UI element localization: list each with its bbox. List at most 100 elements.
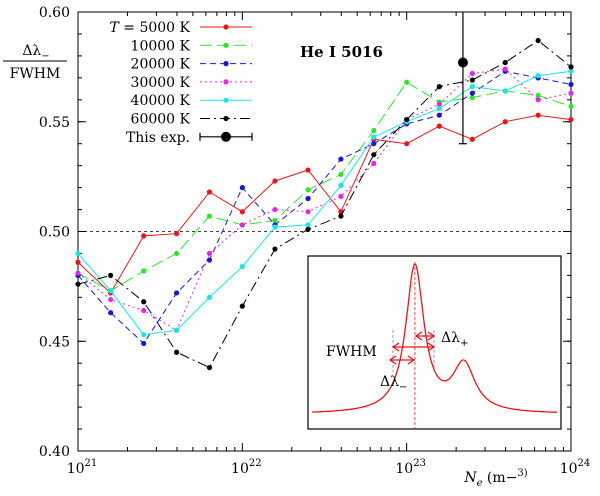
chart-annotation: He I 5016 <box>300 43 383 61</box>
inset-dl-plus-arrow-head-right <box>427 331 436 341</box>
y-tick-label: 0.40 <box>39 444 70 460</box>
y-tick-label: 0.45 <box>39 334 70 350</box>
series-point-1 <box>404 79 410 85</box>
x-tick-label: 1024 <box>560 458 591 477</box>
series-point-0 <box>469 136 475 142</box>
series-point-5 <box>404 116 410 123</box>
series-point-3 <box>239 222 245 228</box>
series-point-4 <box>436 105 442 112</box>
legend-marker-4 <box>223 97 229 103</box>
series-point-5 <box>305 226 311 232</box>
series-point-1 <box>272 217 278 224</box>
series-point-3 <box>141 307 147 314</box>
series-point-5 <box>141 299 147 305</box>
legend-marker-0 <box>223 24 229 30</box>
series-point-2 <box>371 141 377 147</box>
series-point-0 <box>173 231 180 237</box>
series-point-5 <box>502 59 508 66</box>
inset-frame <box>307 255 562 430</box>
legend-label-5: 60000 K <box>131 112 191 128</box>
y-axis-label-denominator: FWHM <box>10 66 61 82</box>
series-point-3 <box>338 193 344 199</box>
series-point-5 <box>371 152 377 158</box>
series-point-1 <box>305 187 311 193</box>
series-point-4 <box>502 88 508 94</box>
series-point-0 <box>75 259 81 265</box>
series-point-1 <box>535 92 541 99</box>
series-point-2 <box>141 340 147 347</box>
series-point-1 <box>469 95 475 101</box>
series-point-5 <box>173 349 180 355</box>
inset-fwhm-arrow-head-right <box>427 342 436 352</box>
series-point-5 <box>469 77 475 83</box>
legend-marker-3 <box>223 79 229 85</box>
inset-profile-curve <box>311 262 558 413</box>
series-point-2 <box>436 112 442 118</box>
legend-label-3: 30000 K <box>131 75 191 91</box>
series-point-3 <box>108 296 114 303</box>
series-point-2 <box>173 290 180 296</box>
series-point-0 <box>272 178 278 184</box>
series-point-3 <box>75 270 81 276</box>
series-point-5 <box>535 37 541 44</box>
series-point-5 <box>272 246 278 252</box>
inset-dl-minus-arrow-head-right <box>407 355 416 365</box>
series-point-1 <box>141 268 147 274</box>
x-tick-label: 1023 <box>395 458 426 477</box>
legend-label-experiment: This exp. <box>126 130 190 146</box>
inset-dl-minus-arrow-head-left <box>388 355 397 365</box>
series-point-3 <box>502 66 508 72</box>
series-point-0 <box>305 167 311 173</box>
series-point-2 <box>206 257 213 263</box>
y-tick-label: 0.55 <box>39 115 70 131</box>
series-point-0 <box>535 112 541 118</box>
x-axis-label: Ne (m−3) <box>463 468 527 489</box>
legend-label-0: T = 5000 K <box>109 20 190 36</box>
series-point-4 <box>272 224 278 230</box>
series-point-5 <box>338 213 344 219</box>
series-point-1 <box>338 171 344 178</box>
series-point-0 <box>502 119 508 125</box>
series-point-1 <box>371 127 377 134</box>
series-point-4 <box>535 73 541 79</box>
series-point-2 <box>305 195 311 202</box>
series-point-5 <box>108 272 114 278</box>
legend-label-1: 10000 K <box>131 38 191 54</box>
series-line-1 <box>77 81 572 292</box>
series-point-4 <box>469 84 475 90</box>
series-point-3 <box>206 250 213 257</box>
series-point-4 <box>568 68 574 74</box>
series-line-4 <box>77 70 572 336</box>
series-point-1 <box>206 213 213 219</box>
series-point-3 <box>568 90 574 96</box>
series-point-4 <box>141 332 147 338</box>
inset-dl-plus-arrow-head-left <box>414 331 423 341</box>
legend-label-2: 20000 K <box>131 57 191 73</box>
series-point-4 <box>305 222 311 228</box>
legend-exp-marker <box>221 131 231 142</box>
series-point-3 <box>371 160 377 167</box>
series-point-5 <box>436 84 442 90</box>
series-point-0 <box>404 141 410 147</box>
y-tick-label: 0.60 <box>39 5 70 21</box>
series-point-4 <box>108 288 114 294</box>
series-point-1 <box>568 103 574 109</box>
series-point-3 <box>469 70 475 77</box>
series-point-3 <box>436 101 442 107</box>
x-tick-label: 1022 <box>231 458 262 477</box>
x-tick-label: 1021 <box>67 458 98 477</box>
series-point-5 <box>239 303 245 309</box>
series-point-4 <box>173 327 180 333</box>
series-point-5 <box>206 364 213 371</box>
y-axis-label-numerator: Δλ− <box>22 43 49 62</box>
inset-fwhm-arrow-head-left <box>391 342 400 352</box>
series-point-4 <box>206 294 213 300</box>
series-line-3 <box>77 68 572 332</box>
series-point-4 <box>338 182 344 189</box>
series-point-1 <box>173 250 180 257</box>
series-point-3 <box>535 97 541 103</box>
series-point-4 <box>239 264 245 270</box>
series-point-0 <box>568 116 574 123</box>
series-point-2 <box>108 310 114 316</box>
